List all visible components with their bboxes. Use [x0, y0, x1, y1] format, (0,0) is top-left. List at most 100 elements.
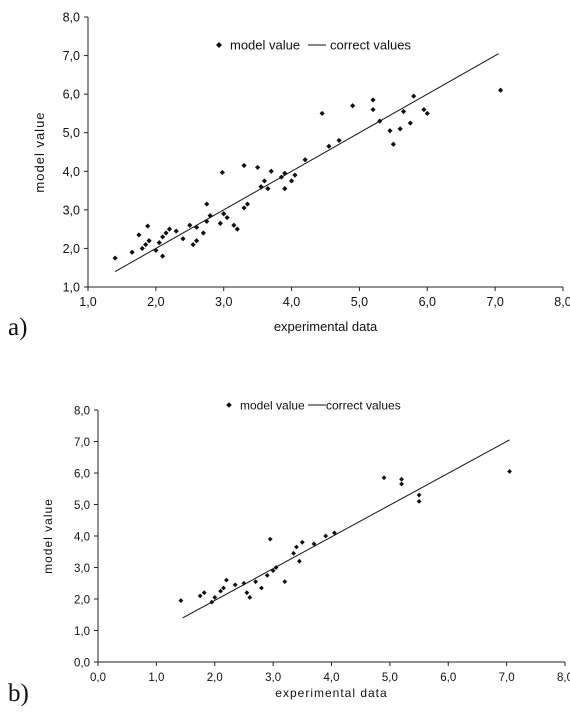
model-value-point [200, 230, 206, 236]
x-tick-label: 4,0 [324, 672, 340, 684]
x-tick-label: 6,0 [419, 295, 436, 309]
model-value-point [224, 214, 230, 221]
model-value-point [268, 168, 274, 174]
x-tick-label: 1,0 [79, 295, 96, 309]
model-value-point [241, 580, 247, 586]
model-value-point [146, 238, 152, 244]
model-value-point [507, 469, 512, 474]
x-axis-label: experimental data [275, 686, 387, 700]
y-tick-label: 4,0 [74, 532, 90, 544]
model-value-point [139, 245, 145, 252]
correct-values-line [182, 439, 510, 619]
y-tick-label: 6,0 [74, 469, 90, 481]
model-value-point [399, 476, 404, 482]
model-value-point [241, 205, 247, 211]
y-tick-label: 3,0 [74, 563, 90, 575]
model-value-point [264, 572, 270, 578]
x-tick-label: 0,0 [90, 672, 106, 684]
model-value-point [241, 162, 247, 169]
model-value-point [163, 230, 169, 236]
x-tick-label: 5,0 [382, 672, 398, 684]
y-tick-label: 4,0 [63, 165, 80, 179]
model-value-point [265, 186, 271, 192]
model-value-point [197, 593, 203, 599]
model-value-point [381, 475, 387, 481]
x-tick-label: 3,0 [215, 295, 232, 309]
y-tick-label: 0,0 [74, 658, 90, 670]
x-tick-label: 2,0 [147, 295, 164, 309]
model-value-point [221, 211, 227, 217]
model-value-point [234, 226, 240, 232]
model-value-point [231, 222, 237, 228]
x-tick-label: 7,0 [499, 672, 515, 684]
x-tick-label: 1,0 [148, 672, 164, 684]
model-value-point [247, 595, 253, 600]
model-value-point [370, 106, 376, 113]
model-value-point [311, 541, 317, 547]
y-tick-label: 2,0 [63, 242, 80, 256]
model-value-point [421, 106, 427, 113]
legend-label-model-value: model value [240, 399, 305, 413]
legend-label-correct-values: correct values [330, 38, 411, 53]
y-tick-label: 1,0 [74, 626, 90, 638]
model-value-point [259, 585, 264, 591]
x-tick-label: 2,0 [207, 672, 223, 684]
model-value-point [282, 186, 288, 192]
correct-values-line [114, 53, 499, 273]
x-tick-label: 5,0 [351, 295, 368, 309]
y-tick-label: 3,0 [63, 203, 80, 217]
y-tick-label: 5,0 [63, 126, 80, 140]
model-value-point [291, 550, 296, 556]
y-tick-label: 5,0 [74, 500, 90, 512]
model-value-point [253, 579, 259, 585]
model-value-point [390, 141, 396, 147]
x-tick-label: 3,0 [265, 672, 281, 684]
model-value-point [143, 241, 149, 248]
model-value-point [190, 241, 196, 248]
y-tick-label: 7,0 [63, 49, 80, 63]
model-value-point [145, 223, 151, 229]
model-value-point [217, 220, 223, 226]
model-value-point [282, 579, 288, 585]
model-value-point [350, 103, 356, 109]
model-value-point [261, 178, 268, 184]
model-value-point [193, 238, 200, 244]
model-value-point [424, 110, 430, 117]
y-axis-label: model value [32, 111, 47, 192]
model-value-point [299, 539, 305, 545]
x-tick-label: 4,0 [283, 295, 300, 309]
y-tick-label: 7,0 [74, 437, 90, 449]
chart-b: 0,0 1,0 2,0 3,0 4,0 5,0 6,0 7,0 8,0 0,0 1,0 2,0 3,0 4… [41, 399, 570, 701]
model-value-point [232, 582, 238, 588]
model-value-point [166, 226, 173, 232]
model-value-point [244, 201, 251, 207]
y-axis-label: model value [41, 498, 55, 574]
model-value-point [411, 93, 417, 99]
model-value-point [204, 201, 210, 207]
model-value-point [294, 544, 299, 550]
model-value-point [178, 598, 184, 603]
model-value-point [212, 595, 218, 600]
model-value-point [497, 87, 504, 93]
model-value-point [218, 588, 223, 594]
model-value-point [219, 169, 225, 176]
y-tick-label: 2,0 [74, 595, 90, 607]
x-axis-label: experimental data [274, 319, 378, 334]
model-value-point [201, 590, 207, 596]
model-value-point [160, 234, 166, 240]
legend-marker-model-value [226, 402, 232, 408]
model-value-point [112, 255, 118, 261]
x-tick-label: 7,0 [486, 295, 503, 309]
panel-label-a: a) [8, 314, 28, 341]
legend-marker-model-value [216, 42, 222, 48]
x-tick-label: 6,0 [440, 672, 456, 684]
model-value-point [270, 568, 276, 574]
model-value-point [296, 558, 302, 564]
model-value-point [255, 164, 261, 171]
model-value-point [173, 228, 179, 234]
model-value-point [336, 137, 342, 144]
model-value-point [292, 172, 298, 178]
legend-label-correct-values: correct values [326, 399, 401, 413]
model-value-point [399, 481, 404, 487]
x-tick-label: 8,0 [554, 295, 570, 309]
